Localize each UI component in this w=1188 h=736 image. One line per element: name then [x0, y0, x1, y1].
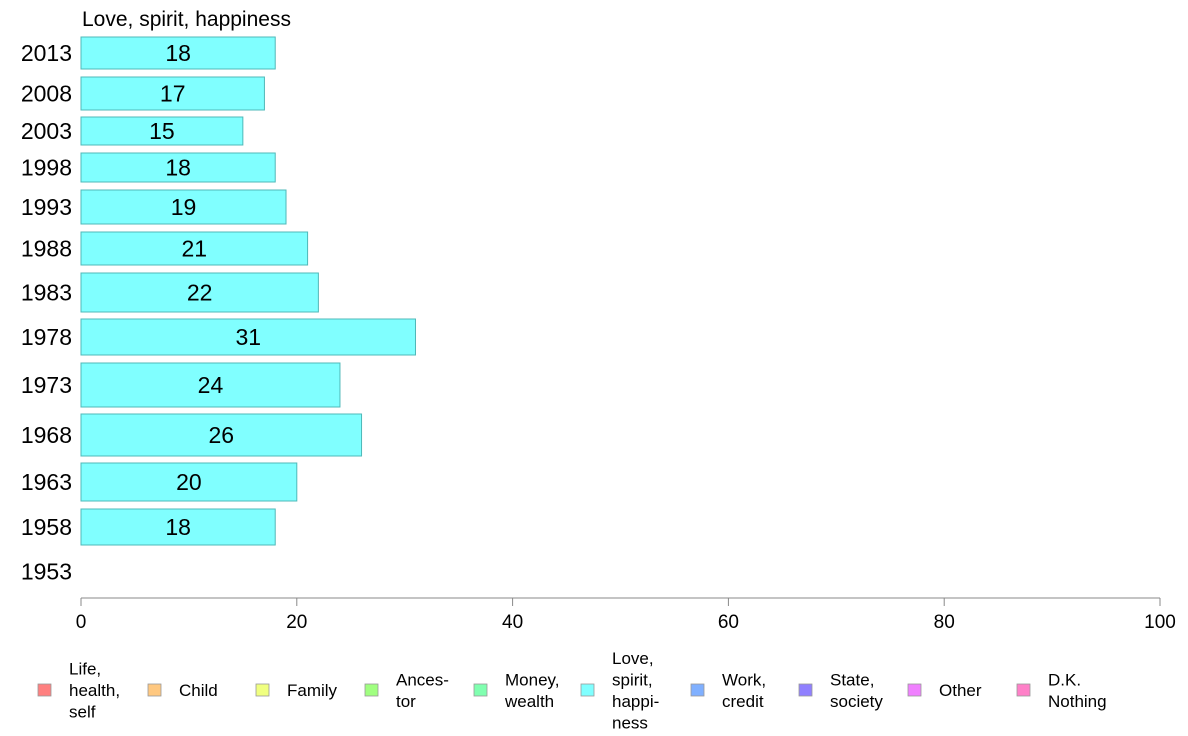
legend-label: Money, wealth	[504, 670, 560, 711]
legend-item: Love, spirit, happi-ness	[580, 649, 659, 733]
y-tick-label: 1968	[21, 422, 72, 448]
legend-swatch	[798, 683, 813, 697]
legend-item: Child	[147, 681, 218, 700]
bar	[80, 362, 341, 408]
legend-label: D.K. Nothing	[1048, 670, 1107, 711]
bar	[80, 189, 287, 225]
bar-value-label: 26	[208, 422, 234, 448]
bar-value-label: 15	[149, 118, 175, 144]
y-tick-label: 1978	[21, 324, 72, 350]
bar	[80, 116, 244, 146]
bar	[80, 413, 363, 457]
legend-swatch	[147, 683, 162, 697]
bars-layer: 2013 18 2008 17 2003 15 1998 18 1993 19 1988 21 1983…	[21, 36, 416, 585]
bar	[80, 76, 265, 111]
legend-swatch	[580, 683, 595, 697]
bar-value-label: 17	[160, 81, 186, 107]
x-tick-label: 20	[286, 612, 307, 633]
bar-value-label: 19	[171, 194, 197, 220]
legend-swatch	[690, 683, 705, 697]
y-tick-label: 1963	[21, 469, 72, 495]
legend-item: Life, health, self	[37, 660, 120, 722]
y-tick-label: 2008	[21, 81, 72, 107]
x-tick-label: 40	[502, 612, 523, 633]
bar	[80, 272, 319, 313]
legend-label: Ances-tor	[396, 670, 449, 711]
y-tick-label: 1993	[21, 194, 72, 220]
legend-swatch	[473, 683, 488, 697]
bar-value-label: 18	[165, 155, 191, 181]
x-tick-label: 80	[934, 612, 955, 633]
legend-item: D.K. Nothing	[1016, 670, 1107, 711]
y-tick-label: 2003	[21, 118, 72, 144]
legend-label: Other	[939, 681, 982, 700]
legend-item: Ances-tor	[364, 670, 449, 711]
bar	[80, 231, 309, 266]
legend-label: Child	[179, 681, 218, 700]
bar	[80, 462, 298, 502]
bar	[80, 508, 276, 546]
legend-label: Love, spirit, happi-ness	[612, 649, 659, 733]
chart-title: Love, spirit, happiness	[82, 8, 291, 31]
y-tick-label: 1998	[21, 155, 72, 181]
y-tick-label: 1953	[21, 559, 72, 585]
bar-value-label: 18	[165, 514, 191, 540]
legend-label: Family	[287, 681, 338, 700]
legend-item: Other	[907, 681, 982, 700]
legend-item: State, society	[798, 670, 883, 711]
legend-label: State, society	[830, 670, 883, 711]
bar-value-label: 31	[235, 324, 261, 350]
bar	[80, 152, 276, 183]
x-tick-label: 100	[1144, 612, 1176, 633]
legend: Life, health, self Child Family Ances-tor Mone…	[37, 649, 1107, 733]
legend-item: Money, wealth	[473, 670, 560, 711]
bar-value-label: 24	[198, 372, 224, 398]
legend-swatch	[364, 683, 379, 697]
bar-value-label: 22	[187, 280, 213, 306]
y-tick-label: 2013	[21, 40, 72, 66]
x-axis: 0 20 40 60 80 100	[76, 597, 1176, 633]
x-tick-label: 60	[718, 612, 739, 633]
y-tick-label: 1958	[21, 514, 72, 540]
bar	[80, 36, 276, 70]
legend-swatch	[255, 683, 270, 697]
legend-item: Family	[255, 681, 338, 700]
legend-label: Work, credit	[722, 670, 766, 711]
legend-swatch	[37, 683, 52, 697]
x-tick-label: 0	[76, 612, 87, 633]
y-tick-label: 1973	[21, 372, 72, 398]
bar-value-label: 18	[165, 40, 191, 66]
legend-swatch	[907, 683, 922, 697]
y-tick-label: 1988	[21, 236, 72, 262]
bar	[80, 318, 416, 356]
legend-swatch	[1016, 683, 1031, 697]
legend-item: Work, credit	[690, 670, 766, 711]
bar-value-label: 20	[176, 469, 202, 495]
bar-value-label: 21	[181, 236, 207, 262]
legend-label: Life, health, self	[69, 660, 120, 722]
y-tick-label: 1983	[21, 280, 72, 306]
